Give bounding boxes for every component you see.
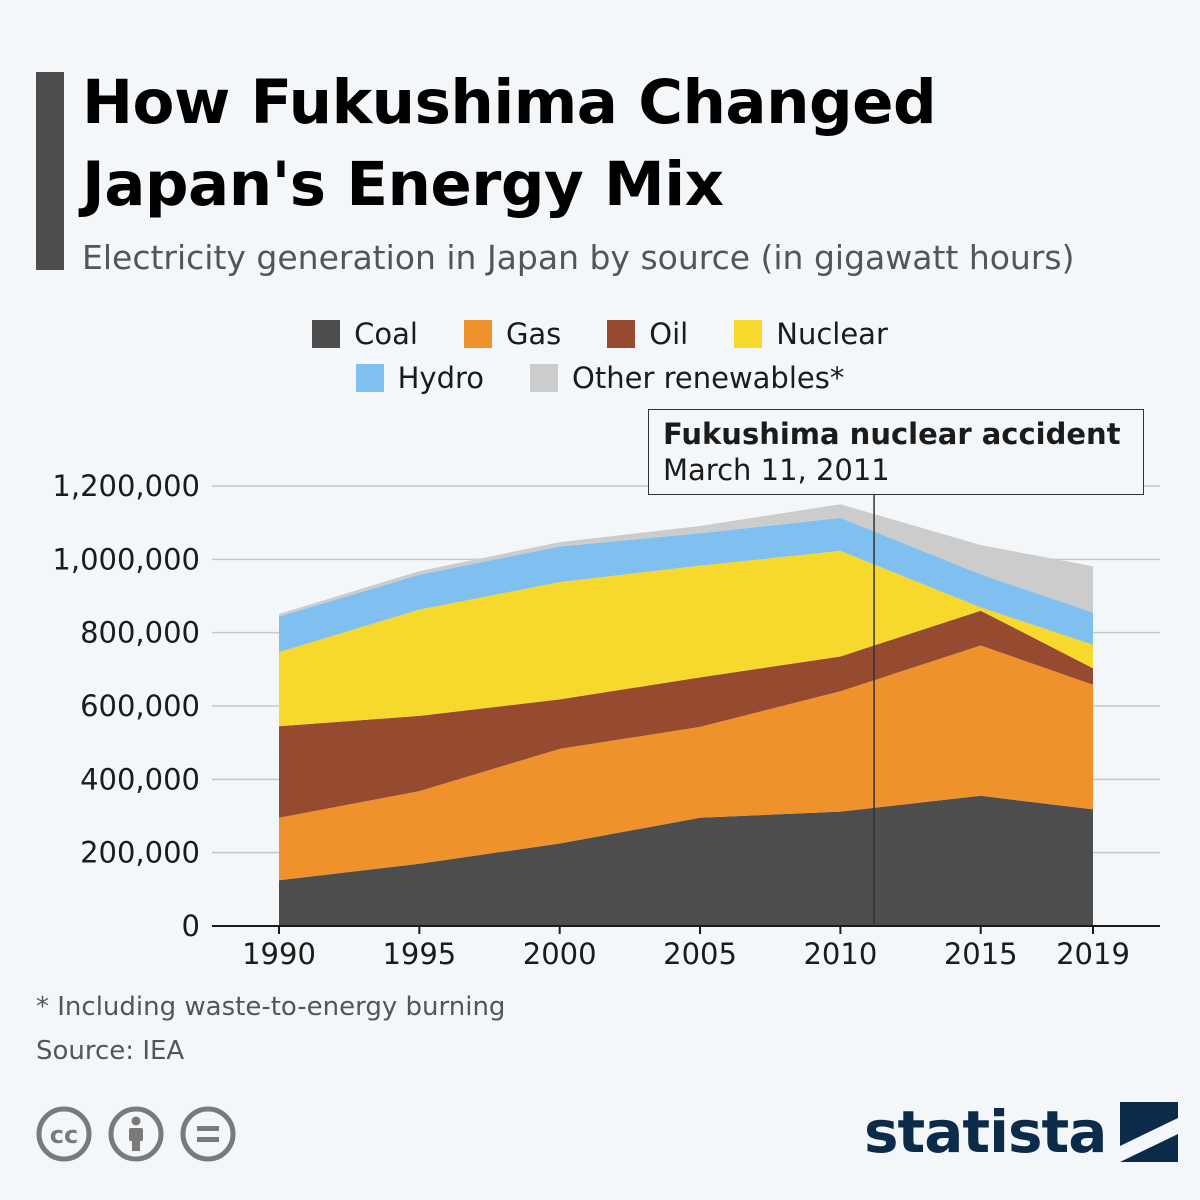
stacked-area-chart: 0 200,000 400,000 600,000 800,000 1,000,000 1,… xyxy=(52,469,1160,971)
area-gas xyxy=(279,645,1093,881)
x-tick-label-2: 2000 xyxy=(523,937,597,971)
svg-text:cc: cc xyxy=(50,1121,78,1149)
annotation-title: Fukushima nuclear accident xyxy=(663,417,1121,451)
legend-item-oil: Oil xyxy=(607,317,688,351)
legend-row-2: Hydro Other renewables* xyxy=(0,356,1200,400)
annotation-date: March 11, 2011 xyxy=(663,453,890,487)
y-tick-label-3: 600,000 xyxy=(80,689,200,723)
legend-label-hydro: Hydro xyxy=(397,361,485,395)
no-derivatives-equals-icon[interactable] xyxy=(180,1106,236,1162)
area-other-renewables xyxy=(279,504,1093,617)
page-title: How Fukushima Changed Japan's Energy Mix xyxy=(82,62,1182,226)
legend-label-other-renewables: Other renewables* xyxy=(572,361,845,395)
y-tick-label-5: 1,000,000 xyxy=(52,542,200,576)
legend-item-hydro: Hydro xyxy=(355,361,485,395)
x-tick-label-0: 1990 xyxy=(242,937,316,971)
legend-label-gas: Gas xyxy=(505,317,562,351)
legend-item-gas: Gas xyxy=(463,317,562,351)
legend-swatch-other-renewables xyxy=(530,364,559,392)
statista-logo[interactable]: statista xyxy=(864,1098,1179,1166)
area-nuclear xyxy=(279,550,1093,727)
legend-swatch-oil xyxy=(607,320,636,348)
legend-label-oil: Oil xyxy=(649,317,689,351)
x-tick-label-3: 2005 xyxy=(663,937,737,971)
brand-wordmark: statista xyxy=(864,1098,1107,1166)
legend-item-other-renewables: Other renewables* xyxy=(530,361,844,395)
chart-legend: Coal Gas Oil Nuclear Hydro Other renewab… xyxy=(0,312,1200,400)
page-subtitle: Electricity generation in Japan by sourc… xyxy=(82,238,1075,277)
y-tick-label-2: 400,000 xyxy=(80,762,200,796)
legend-swatch-coal xyxy=(312,320,341,348)
chart-axes: 0 200,000 400,000 600,000 800,000 1,000,000 1,… xyxy=(52,469,1160,971)
legend-swatch-gas xyxy=(463,320,492,348)
title-line-1: How Fukushima Changed xyxy=(82,67,937,138)
creative-commons-icon[interactable]: cc xyxy=(36,1106,92,1162)
footnote: * Including waste-to-energy burning xyxy=(36,992,506,1022)
legend-label-coal: Coal xyxy=(354,317,418,351)
area-coal xyxy=(279,795,1093,926)
legend-item-nuclear: Nuclear xyxy=(734,317,888,351)
area-oil xyxy=(279,610,1093,818)
title-line-2: Japan's Energy Mix xyxy=(82,149,724,220)
fukushima-annotation: Fukushima nuclear accident March 11, 201… xyxy=(648,409,1144,495)
x-tick-label-5: 2015 xyxy=(944,937,1018,971)
license-icons: cc xyxy=(36,1106,252,1162)
y-tick-label-1: 200,000 xyxy=(80,836,200,870)
legend-swatch-hydro xyxy=(355,364,384,392)
legend-label-nuclear: Nuclear xyxy=(776,317,888,351)
legend-item-coal: Coal xyxy=(312,317,418,351)
x-tick-label-4: 2010 xyxy=(803,937,877,971)
chart-areas xyxy=(279,504,1093,926)
legend-swatch-nuclear xyxy=(734,320,763,348)
area-hydro xyxy=(279,517,1093,653)
source-note: Source: IEA xyxy=(36,1036,185,1066)
y-tick-label-4: 800,000 xyxy=(80,616,200,650)
attribution-person-icon[interactable] xyxy=(108,1106,164,1162)
title-accent-bar xyxy=(36,72,64,270)
x-tick-label-6: 2019 xyxy=(1056,937,1130,971)
y-tick-label-6: 1,200,000 xyxy=(52,469,200,503)
y-tick-label-0: 0 xyxy=(182,909,200,943)
x-tick-label-1: 1995 xyxy=(382,937,456,971)
legend-row-1: Coal Gas Oil Nuclear xyxy=(0,312,1200,356)
statista-mark-icon xyxy=(1120,1102,1179,1162)
